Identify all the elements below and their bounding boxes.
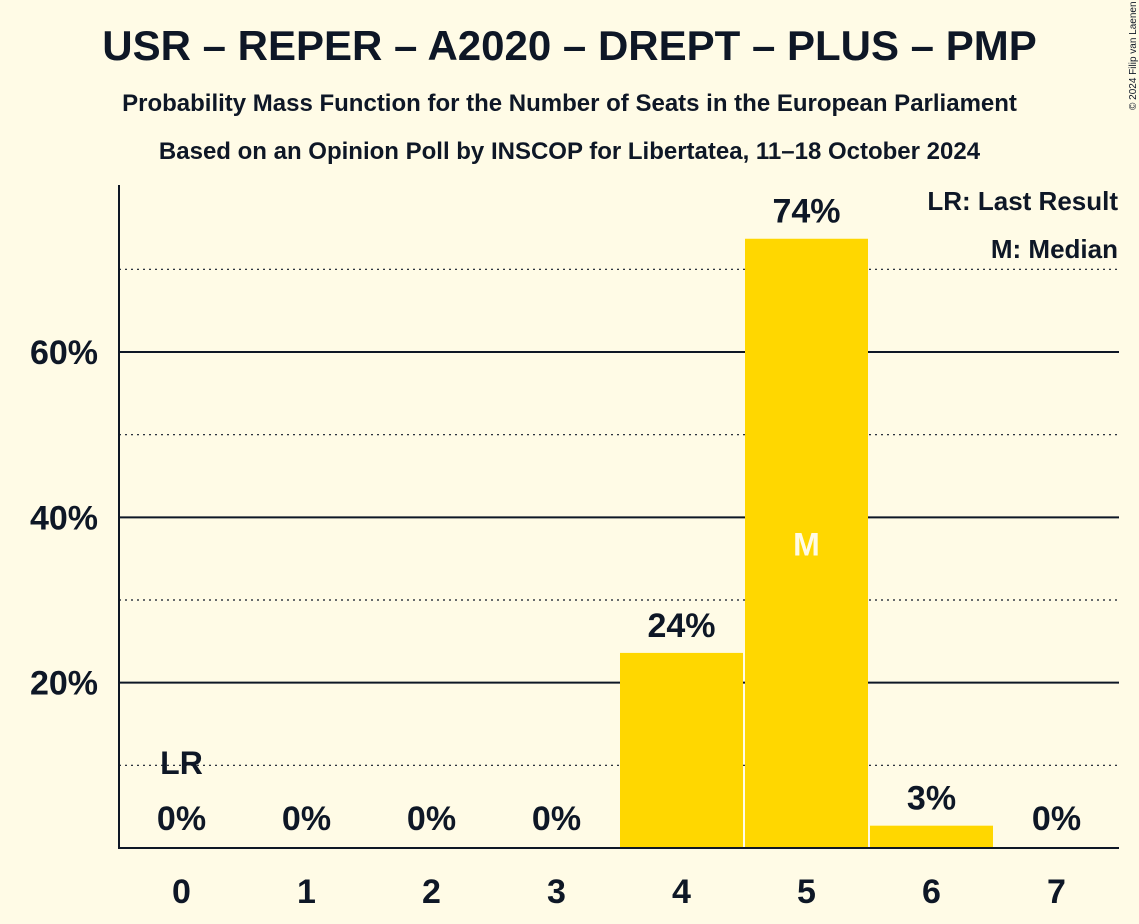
chart-title: USR – REPER – A2020 – DREPT – PLUS – PMP xyxy=(102,22,1037,69)
y-tick-label: 60% xyxy=(30,334,98,372)
bar-seats-5 xyxy=(745,238,868,848)
x-tick-label: 4 xyxy=(672,873,691,911)
chart-source: Based on an Opinion Poll by INSCOP for L… xyxy=(158,138,981,165)
x-tick-label: 0 xyxy=(172,873,191,911)
data-label: 3% xyxy=(907,780,956,818)
median-marker: M xyxy=(793,526,820,562)
data-label: 0% xyxy=(1032,800,1081,838)
x-tick-label: 3 xyxy=(547,873,566,911)
legend-item: M: Median xyxy=(991,234,1118,264)
x-tick-label: 2 xyxy=(422,873,441,911)
y-tick-label: 40% xyxy=(30,499,98,537)
y-tick-label: 20% xyxy=(30,665,98,703)
x-tick-label: 5 xyxy=(797,873,816,911)
data-label: 74% xyxy=(772,193,840,231)
x-tick-label: 7 xyxy=(1047,873,1066,911)
last-result-marker: LR xyxy=(160,745,203,781)
data-label: 24% xyxy=(647,607,715,645)
data-label: 0% xyxy=(532,800,581,838)
bar-seats-4 xyxy=(620,652,743,848)
data-label: 0% xyxy=(282,800,331,838)
legend-item: LR: Last Result xyxy=(927,186,1118,216)
bar-seats-6 xyxy=(870,825,993,848)
chart-subtitle: Probability Mass Function for the Number… xyxy=(122,90,1017,117)
data-label: 0% xyxy=(157,800,206,838)
x-tick-label: 1 xyxy=(297,873,316,911)
x-tick-label: 6 xyxy=(922,873,941,911)
data-label: 0% xyxy=(407,800,456,838)
